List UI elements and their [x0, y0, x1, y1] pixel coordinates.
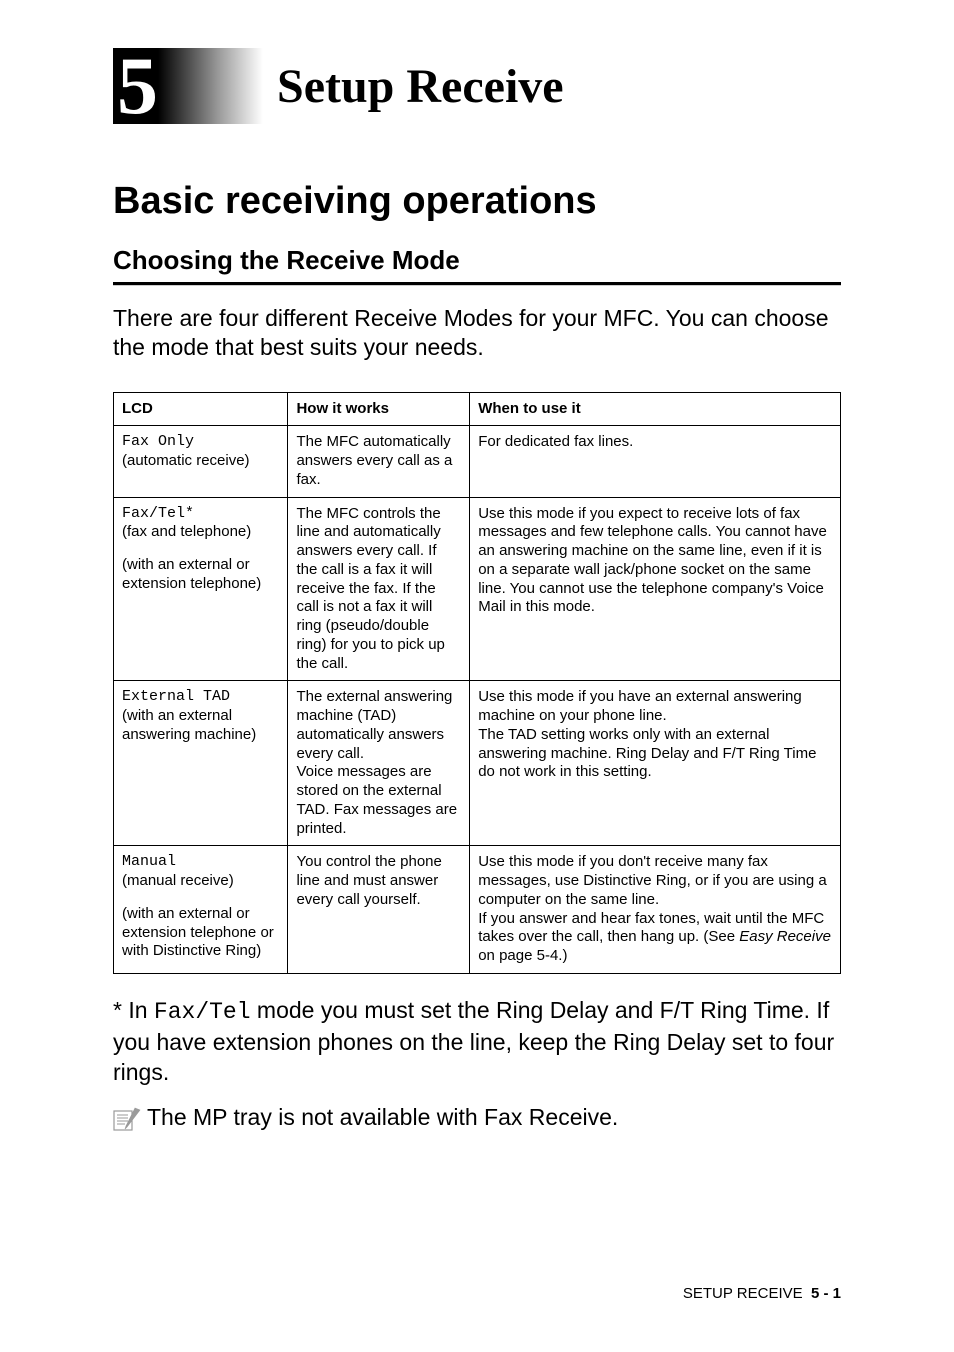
intro-paragraph: There are four different Receive Modes f… [113, 304, 841, 362]
table-cell-how: The MFC controls the line and automatica… [288, 497, 470, 681]
table-cell-when: For dedicated fax lines. [470, 426, 841, 497]
section-heading-1: Basic receiving operations [113, 180, 841, 223]
note-icon [113, 1107, 141, 1138]
footer-label: SETUP RECEIVE [683, 1285, 803, 1302]
chapter-number: 5 [117, 45, 158, 127]
lcd-sub: (with an external answering machine) [122, 707, 279, 745]
table-cell-when: Use this mode if you don't receive many … [470, 846, 841, 974]
section-rule [113, 282, 841, 286]
chapter-header: 5 Setup Receive [113, 48, 841, 124]
lcd-code: Fax/Tel* [122, 505, 279, 524]
chapter-title: Setup Receive [277, 59, 564, 114]
chapter-tab: 5 [113, 48, 263, 124]
lcd-sub: (automatic receive) [122, 452, 279, 471]
lcd-code: Fax Only [122, 433, 279, 452]
lcd-code: External TAD [122, 688, 279, 707]
table-cell-how: The external answering machine (TAD) aut… [288, 681, 470, 846]
table-row: External TAD(with an external answering … [114, 681, 841, 846]
table-header-when: When to use it [470, 392, 841, 426]
note-row: The MP tray is not available with Fax Re… [113, 1103, 841, 1138]
table-cell-lcd: Manual(manual receive) (with an external … [114, 846, 288, 974]
table-header-lcd: LCD [114, 392, 288, 426]
table-header-row: LCD How it works When to use it [114, 392, 841, 426]
table-row: Fax/Tel*(fax and telephone) (with an exte… [114, 497, 841, 681]
table-cell-how: You control the phone line and must answ… [288, 846, 470, 974]
footnote-paragraph: * In Fax/Tel mode you must set the Ring … [113, 996, 841, 1088]
section-heading-2: Choosing the Receive Mode [113, 245, 841, 276]
lcd-sub: (manual receive) [122, 872, 279, 891]
footer-page: 5 - 1 [811, 1285, 841, 1302]
lcd-code: Manual [122, 853, 279, 872]
table-cell-when: Use this mode if you have an external an… [470, 681, 841, 846]
table-cell-lcd: Fax/Tel*(fax and telephone) (with an exte… [114, 497, 288, 681]
table-header-how: How it works [288, 392, 470, 426]
table-cell-how: The MFC automatically answers every call… [288, 426, 470, 497]
table-cell-lcd: Fax Only(automatic receive) [114, 426, 288, 497]
lcd-sub: (with an external or extension telephone… [122, 556, 279, 594]
page-footer: SETUP RECEIVE 5 - 1 [683, 1285, 841, 1302]
table-cell-lcd: External TAD(with an external answering … [114, 681, 288, 846]
table-cell-when: Use this mode if you expect to receive l… [470, 497, 841, 681]
lcd-sub: (fax and telephone) [122, 523, 279, 542]
footnote-code: Fax/Tel [154, 999, 251, 1025]
lcd-sub: (with an external or extension telephone… [122, 905, 279, 961]
receive-modes-table: LCD How it works When to use it Fax Only… [113, 392, 841, 974]
table-row: Manual(manual receive) (with an external … [114, 846, 841, 974]
table-row: Fax Only(automatic receive)The MFC autom… [114, 426, 841, 497]
footnote-prefix: * In [113, 997, 154, 1023]
note-text: The MP tray is not available with Fax Re… [147, 1103, 618, 1133]
